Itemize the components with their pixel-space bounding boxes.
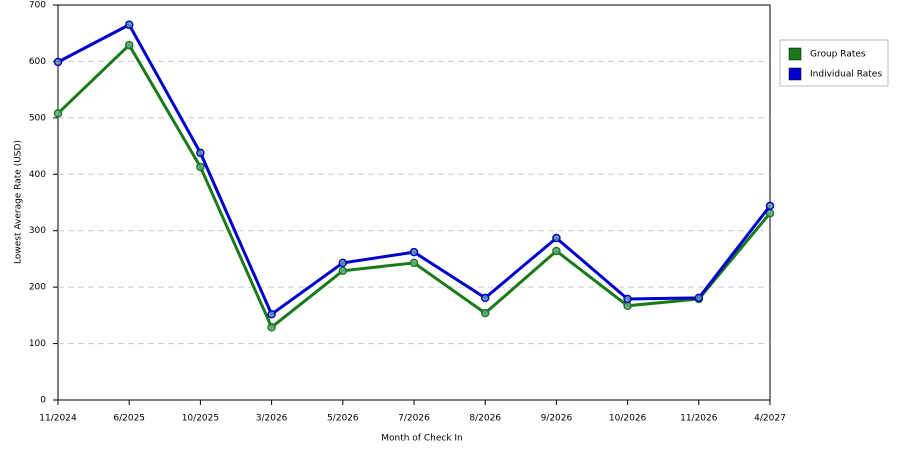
marker [53,57,63,67]
x-axis-label: Month of Check In [381,434,463,444]
marker [267,309,276,319]
x-tick-label: 6/2025 [113,414,145,424]
marker [196,148,205,158]
marker [552,233,561,243]
marker [480,308,490,318]
plot-area [57,4,771,401]
y-tick-label: 400 [29,170,46,180]
legend-swatch [788,67,802,81]
x-tick-label: 11/2026 [680,414,718,424]
marker [196,162,205,172]
marker [267,322,276,332]
y-axis-label: Lowest Average Rate (USD) [14,140,24,264]
marker [409,258,419,268]
x-tick-label: 10/2025 [182,414,219,424]
x-tick-label: 3/2026 [256,414,288,424]
legend-label: Individual Rates [810,70,882,80]
marker [338,266,348,276]
y-tick-label: 0 [40,396,46,406]
marker [53,109,63,118]
marker [552,246,561,256]
x-tick-label: 7/2026 [398,414,430,424]
x-tick-label: 9/2026 [541,414,573,424]
legend-swatch [788,47,802,61]
marker [480,293,490,303]
marker [124,20,134,29]
marker [765,201,775,211]
x-tick-label: 4/2027 [754,414,786,424]
marker [623,294,632,304]
x-tick-label: 5/2026 [327,414,359,424]
y-tick-label: 500 [29,113,46,123]
y-tick-label: 100 [29,339,46,349]
legend-label: Group Rates [810,50,866,60]
y-tick-label: 200 [29,283,46,293]
marker [338,258,348,268]
y-tick-label: 300 [29,226,46,236]
marker [694,293,704,303]
x-tick-label: 11/2024 [39,414,77,424]
x-tick-label: 8/2026 [469,414,501,424]
y-tick-label: 600 [29,57,46,67]
y-tick-label: 700 [29,1,46,11]
x-tick-label: 10/2026 [609,414,647,424]
marker [409,247,419,257]
marker [623,301,632,311]
marker [124,40,134,50]
